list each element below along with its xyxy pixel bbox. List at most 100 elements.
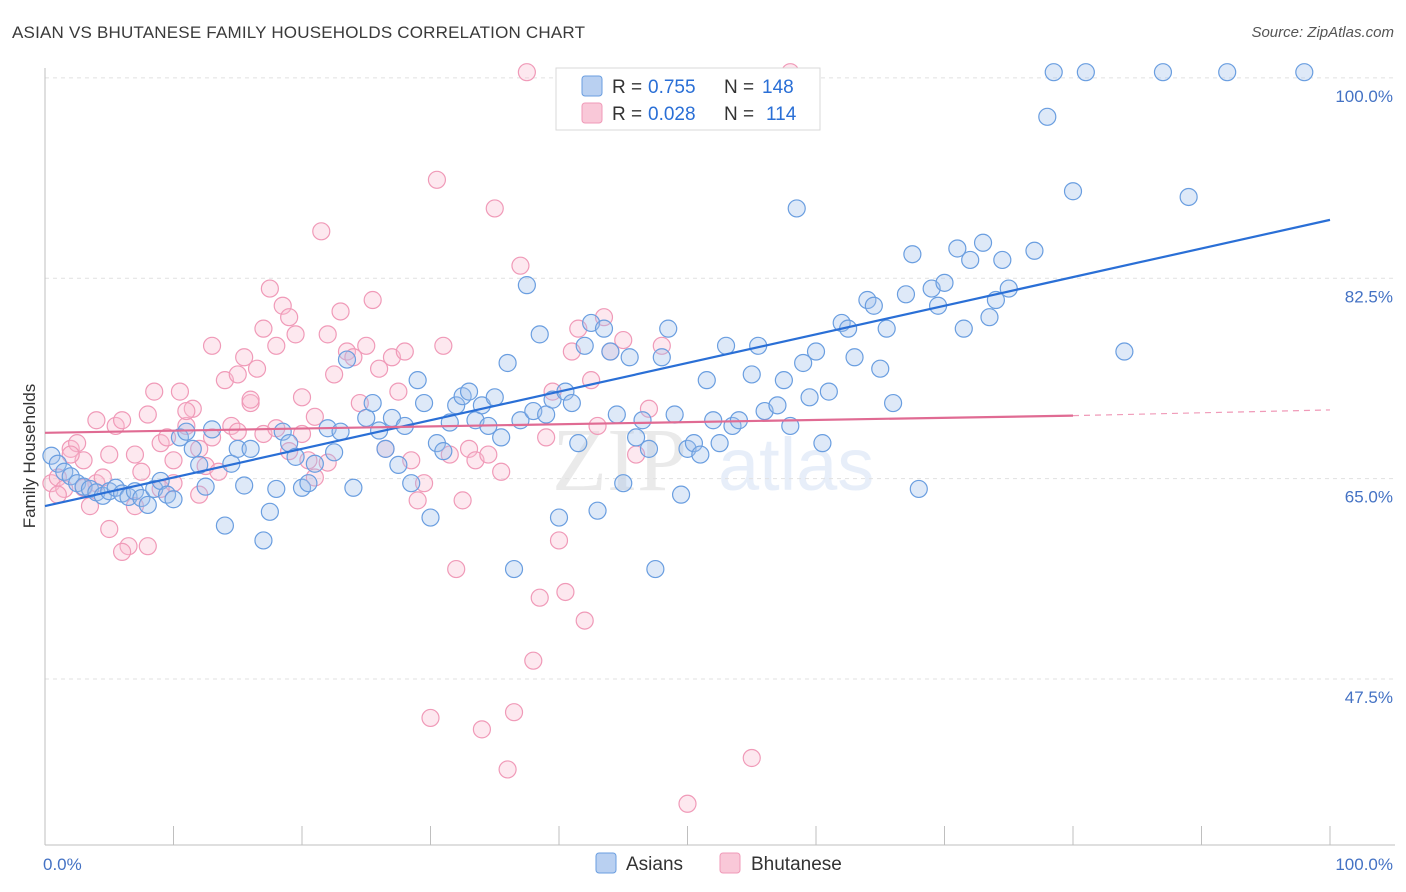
stats-legend: R = 0.755 N = 148 R = 0.028 N = 114 — [555, 67, 821, 131]
bhutanese-point — [132, 462, 151, 481]
watermark-atlas: atlas — [718, 423, 874, 506]
asians-point — [235, 476, 254, 495]
bhutanese-point — [235, 348, 254, 367]
bhutanese-n-value: 114 — [766, 104, 797, 125]
asians-point — [1063, 182, 1083, 201]
asians-point — [742, 365, 761, 384]
asians-point — [1076, 63, 1095, 82]
asians-point — [177, 422, 196, 441]
asians-point — [594, 319, 614, 338]
asians-point — [1218, 63, 1237, 82]
bhutanese-point — [614, 330, 633, 350]
asians-point — [1115, 342, 1134, 361]
asians-point — [909, 479, 928, 499]
bhutanese-point — [267, 336, 286, 355]
asians-point — [1179, 187, 1198, 207]
bhutanese-point — [125, 445, 145, 464]
asians-r-value: 0.755 — [648, 77, 696, 98]
asians-point — [260, 502, 279, 521]
bhutanese-point — [421, 708, 440, 728]
asians-point — [980, 308, 999, 327]
asians-point — [954, 319, 973, 338]
bhutanese-point — [588, 416, 607, 436]
asians-n-label: N = — [724, 77, 754, 98]
asians-point — [973, 233, 993, 252]
bhutanese-point — [48, 485, 67, 504]
watermark-zip: ZIP — [552, 411, 687, 510]
bhutanese-point — [524, 651, 543, 670]
bhutanese-point — [447, 559, 466, 579]
bhutanese-n-label: N = — [724, 104, 754, 125]
asians-point — [620, 348, 639, 367]
bhutanese-point — [530, 588, 549, 607]
asians-point — [183, 439, 202, 458]
asians-point — [614, 474, 633, 493]
asians-point — [562, 393, 581, 413]
bhutanese-point — [305, 407, 324, 426]
bhutanese-point — [537, 428, 556, 447]
bhutanese-point — [260, 279, 279, 298]
asians-trend-line — [44, 218, 1331, 508]
bhutanese-point — [286, 325, 305, 344]
bhutanese-r-label: R = — [612, 104, 642, 125]
bhutanese-point — [459, 439, 479, 458]
asians-point — [414, 393, 434, 413]
asians-point — [325, 443, 344, 462]
asians-point — [575, 336, 594, 355]
trend-lines — [44, 218, 1331, 508]
asians-point — [877, 319, 896, 338]
asians-point — [132, 488, 151, 508]
asians-point — [498, 353, 517, 373]
asians-point — [254, 531, 273, 550]
bhutanese-point — [492, 462, 511, 481]
asians-point — [164, 490, 183, 509]
asians-point — [819, 382, 838, 401]
bhutanese-point — [427, 170, 447, 189]
asians-point — [267, 479, 286, 499]
asians-point — [1025, 241, 1044, 260]
asians-point — [543, 390, 562, 409]
asians-point — [626, 428, 646, 447]
bhutanese-point — [678, 794, 697, 813]
asians-point — [691, 445, 710, 464]
asians-point — [331, 422, 350, 441]
bhutanese-point — [247, 359, 267, 378]
asians-point — [344, 478, 363, 497]
bhutanese-point — [498, 760, 517, 779]
asians-point — [710, 434, 729, 453]
asians-point — [961, 250, 980, 270]
bhutanese-point — [202, 336, 222, 355]
bhutanese-point — [414, 474, 434, 493]
asians-point — [299, 474, 318, 493]
bhutanese-point — [138, 537, 157, 556]
asians-point — [530, 325, 549, 344]
y-tick-label: 47.5% — [1345, 688, 1393, 707]
y-tick-label: 65.0% — [1345, 488, 1393, 507]
asians-point — [935, 273, 954, 292]
stats-legend-asians: R = 0.755 N = 148 — [581, 75, 794, 98]
asians-point — [704, 411, 723, 430]
stats-legend-bhutanese: R = 0.028 N = 114 — [581, 102, 797, 125]
series-legend: Asians Bhutanese — [595, 852, 842, 875]
axes — [44, 68, 1395, 846]
bhutanese-point — [100, 445, 119, 464]
asians-point — [459, 382, 479, 401]
bhutanese-point — [742, 748, 761, 768]
bhutanese-point — [639, 399, 659, 418]
bhutanese-point — [177, 401, 196, 421]
bhutanese-point — [389, 382, 408, 401]
asians-point — [363, 393, 382, 413]
asians-point — [241, 439, 260, 458]
asians-point — [896, 285, 916, 304]
bhutanese-point — [100, 519, 119, 539]
bhutanese-point — [325, 365, 344, 384]
asians-point — [665, 405, 684, 424]
bhutanese-point — [318, 325, 337, 344]
asians-point — [376, 439, 395, 458]
asians-point — [697, 371, 716, 390]
bhutanese-point — [228, 365, 247, 384]
asians-point — [337, 350, 357, 369]
asians-point — [716, 336, 736, 355]
asians-point — [684, 434, 704, 453]
